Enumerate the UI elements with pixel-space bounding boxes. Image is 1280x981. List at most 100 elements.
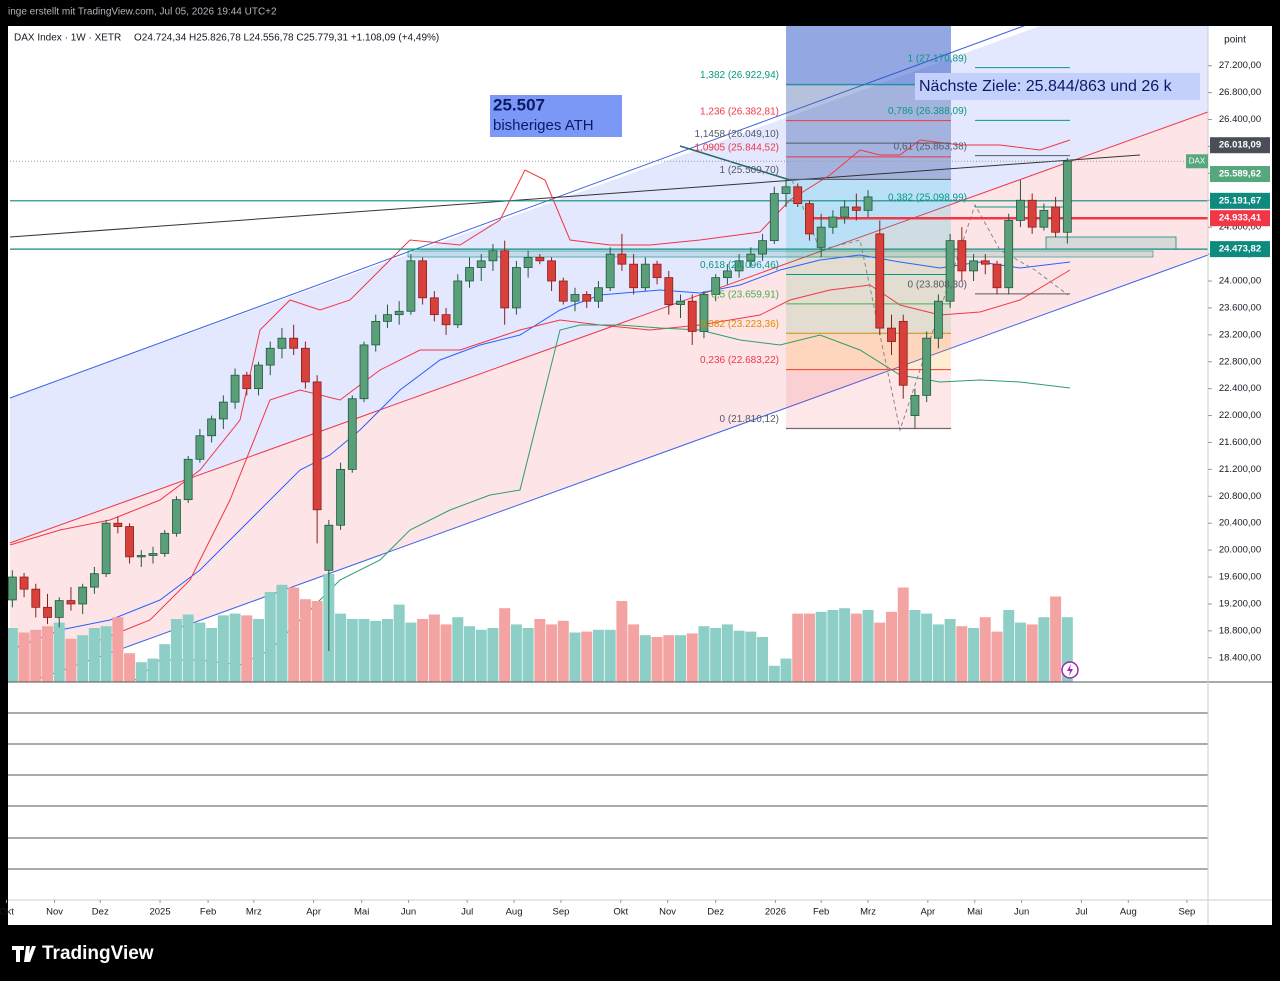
candle-body: [218, 401, 228, 420]
price-tag: [1210, 192, 1270, 209]
y-tick-label: 23.600,00: [1219, 302, 1261, 313]
candle-body: [898, 320, 908, 386]
currency-label: point: [1224, 35, 1246, 46]
x-tick-label: 2025: [149, 907, 170, 918]
volume-bar: [639, 635, 651, 682]
fib-zone: [786, 86, 951, 180]
y-tick-label: 21.200,00: [1219, 464, 1261, 475]
volume-bar: [968, 628, 980, 682]
volume-bar: [358, 619, 370, 682]
volume-bar: [628, 624, 640, 682]
volume-bar: [30, 629, 42, 682]
candle-body: [664, 277, 674, 305]
candle-body: [43, 606, 52, 618]
volume-bar: [499, 608, 511, 682]
candle-body: [1016, 199, 1025, 221]
indicator-line: [99, 269, 1071, 641]
candle-body: [312, 381, 322, 511]
x-tick-label: Nov: [659, 907, 676, 918]
fib-label: 1 (25.509,70): [720, 165, 780, 176]
price-tag-label: 24.933,41: [1219, 213, 1262, 224]
candle-body: [265, 347, 275, 366]
y-tick-label: 19.200,00: [1219, 598, 1261, 609]
candle-body: [336, 468, 345, 526]
logo-mark: [12, 946, 36, 962]
symbol: DAX Index · 1W · XETR: [14, 33, 121, 44]
x-tick-label: Mrz: [860, 907, 876, 918]
volume-bar: [182, 614, 194, 682]
price-tag: [1210, 166, 1270, 183]
price-tag-label: 26.018,09: [1219, 140, 1261, 151]
volume-bar: [194, 622, 206, 682]
candle-body: [1004, 220, 1014, 289]
volume-bar: [1003, 610, 1015, 682]
candle-body: [992, 263, 1002, 289]
candle-body: [863, 196, 873, 211]
candle-body: [910, 394, 920, 416]
fib-label: 1,0905 (25.844,52): [694, 143, 779, 154]
volume-bar: [651, 637, 663, 682]
candle-body: [629, 263, 639, 289]
volume-bar: [721, 624, 733, 682]
candle-body: [136, 555, 146, 558]
candle-body: [1027, 199, 1037, 228]
candle-body: [687, 300, 697, 332]
fib-label: 1 (27.170,89): [908, 53, 968, 64]
fib-zone: [786, 250, 951, 335]
x-tick-label: Okt: [613, 907, 628, 918]
candle-body: [875, 233, 885, 329]
candle-body: [781, 186, 791, 194]
candle-body: [66, 600, 76, 605]
candle-body: [605, 253, 615, 289]
ohlc-legend: O24.724,34 H25.826,78 L24.556,78 C25.779…: [134, 33, 439, 44]
x-tick-label: Mai: [967, 907, 982, 918]
y-tick-label: 23.200,00: [1219, 329, 1261, 340]
candle-body: [558, 280, 568, 302]
volume-bar: [241, 615, 253, 682]
volume-bar: [253, 619, 265, 682]
price-tag: [1210, 137, 1270, 154]
volume-bar: [546, 624, 558, 682]
symbol-tag: [1186, 154, 1208, 169]
volume-bar: [886, 611, 898, 682]
x-tick-label: Jul: [461, 907, 473, 918]
candle-body: [594, 287, 603, 302]
candle-body: [957, 240, 967, 272]
price-tag: [1210, 241, 1270, 258]
y-tick-label: 20.000,00: [1219, 545, 1261, 556]
candle-body: [933, 300, 943, 339]
target-note-box: [915, 73, 1200, 100]
x-tick-label: Sep: [552, 907, 569, 918]
candle-body: [652, 263, 662, 279]
candle-body: [816, 226, 826, 248]
candle-body: [19, 576, 29, 590]
candle-body: [711, 277, 721, 295]
volume-bar: [663, 635, 675, 682]
candle-body: [172, 499, 181, 534]
volume-bar: [112, 617, 124, 682]
x-tick-label: Dez: [707, 907, 724, 918]
candle-body: [371, 320, 381, 346]
indicator-line: [9, 254, 1071, 651]
fib-label: 1,382 (26.922,94): [700, 70, 779, 81]
y-tick-label: 21.600,00: [1219, 437, 1261, 448]
candle-body: [359, 344, 369, 400]
y-tick-label: 22.800,00: [1219, 356, 1261, 367]
candle-body: [406, 260, 416, 312]
volume-bar: [557, 620, 569, 682]
candle-body: [148, 553, 158, 556]
fib-label: 0,786 (26.388,09): [888, 106, 967, 117]
fib-label: 1,236 (26.382,81): [700, 106, 779, 117]
volume-bar: [452, 617, 464, 682]
candle-body: [617, 253, 627, 265]
fib-label: 0,61 (25.863,38): [894, 141, 967, 152]
y-tick-label: 24.800,00: [1219, 222, 1261, 233]
candle-body: [465, 267, 474, 282]
candle-body: [277, 337, 287, 349]
candle-body: [805, 203, 814, 235]
volume-bar: [686, 633, 698, 682]
candle-body: [324, 524, 334, 571]
volume-bar: [276, 584, 288, 682]
candle-body: [429, 297, 439, 316]
price-tag-label: 24.473,82: [1219, 244, 1261, 255]
